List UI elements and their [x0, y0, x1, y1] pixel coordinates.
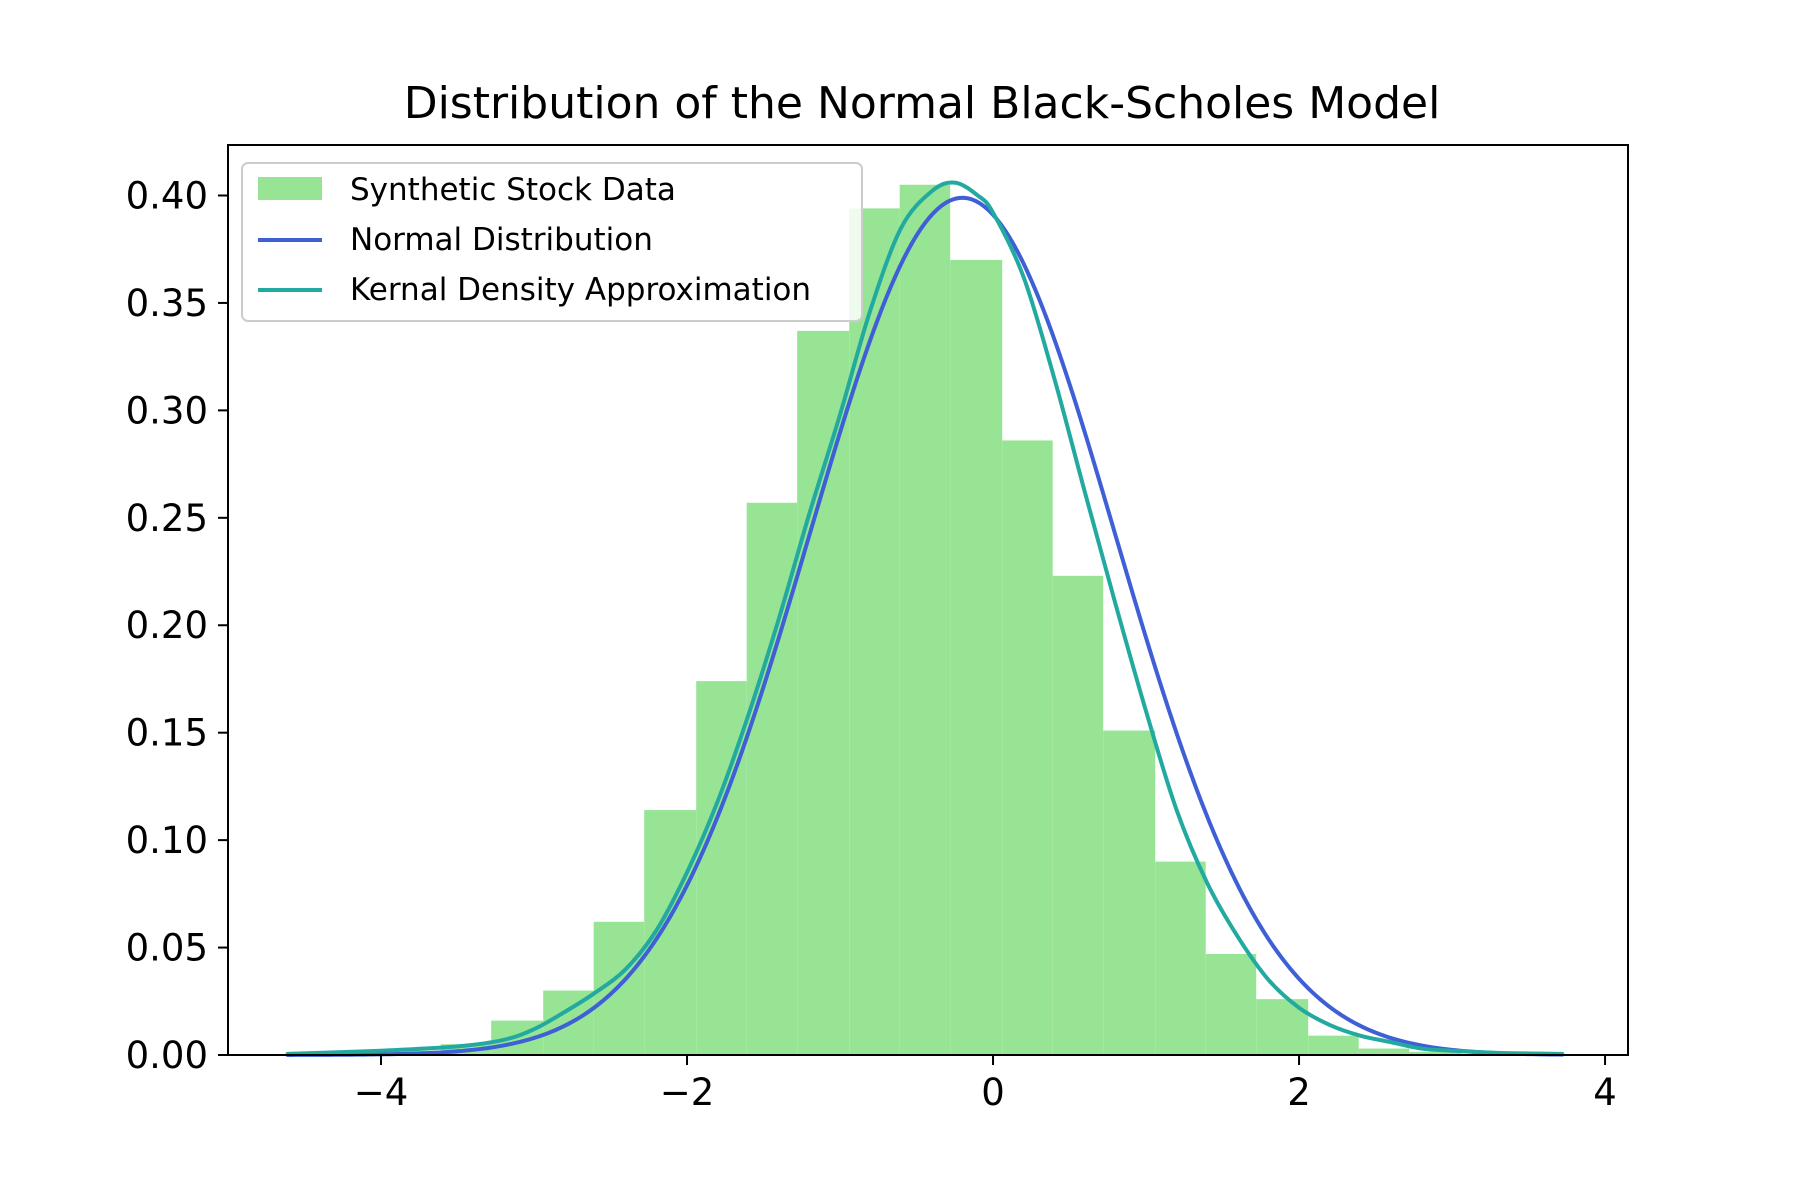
y-tick-label: 0.10	[126, 819, 208, 862]
x-tick-label: 4	[1593, 1071, 1617, 1114]
histogram-bar	[1308, 1036, 1358, 1055]
y-tick-label: 0.05	[126, 927, 208, 970]
histogram-bar	[1002, 440, 1052, 1055]
chart-title: Distribution of the Normal Black-Scholes…	[404, 78, 1441, 129]
y-tick-label: 0.00	[126, 1034, 208, 1077]
x-tick-label: −2	[660, 1071, 715, 1114]
x-tick-label: 2	[1287, 1071, 1311, 1114]
x-tick-label: 0	[981, 1071, 1005, 1114]
legend-label-normal: Normal Distribution	[350, 222, 653, 258]
legend-label-kde: Kernal Density Approximation	[350, 272, 811, 308]
y-tick-label: 0.15	[126, 712, 208, 755]
y-tick-label: 0.20	[126, 604, 208, 647]
histogram-bar	[1053, 576, 1103, 1055]
histogram-bar	[797, 331, 849, 1055]
legend-label-histogram: Synthetic Stock Data	[350, 172, 676, 208]
x-tick-label: −4	[354, 1071, 409, 1114]
histogram-bar	[1155, 862, 1205, 1055]
y-tick-label: 0.40	[126, 174, 208, 217]
histogram-bar	[950, 260, 1002, 1055]
histogram-bar	[1206, 954, 1256, 1055]
legend: Synthetic Stock Data Normal Distribution…	[242, 163, 862, 321]
histogram-bar	[900, 185, 950, 1055]
histogram-bar	[1103, 731, 1155, 1055]
legend-swatch-histogram	[258, 177, 322, 200]
y-tick-label: 0.30	[126, 389, 208, 432]
histogram-bar	[849, 208, 899, 1055]
y-tick-label: 0.35	[126, 282, 208, 325]
histogram-bar	[644, 810, 696, 1055]
y-tick-label: 0.25	[126, 497, 208, 540]
